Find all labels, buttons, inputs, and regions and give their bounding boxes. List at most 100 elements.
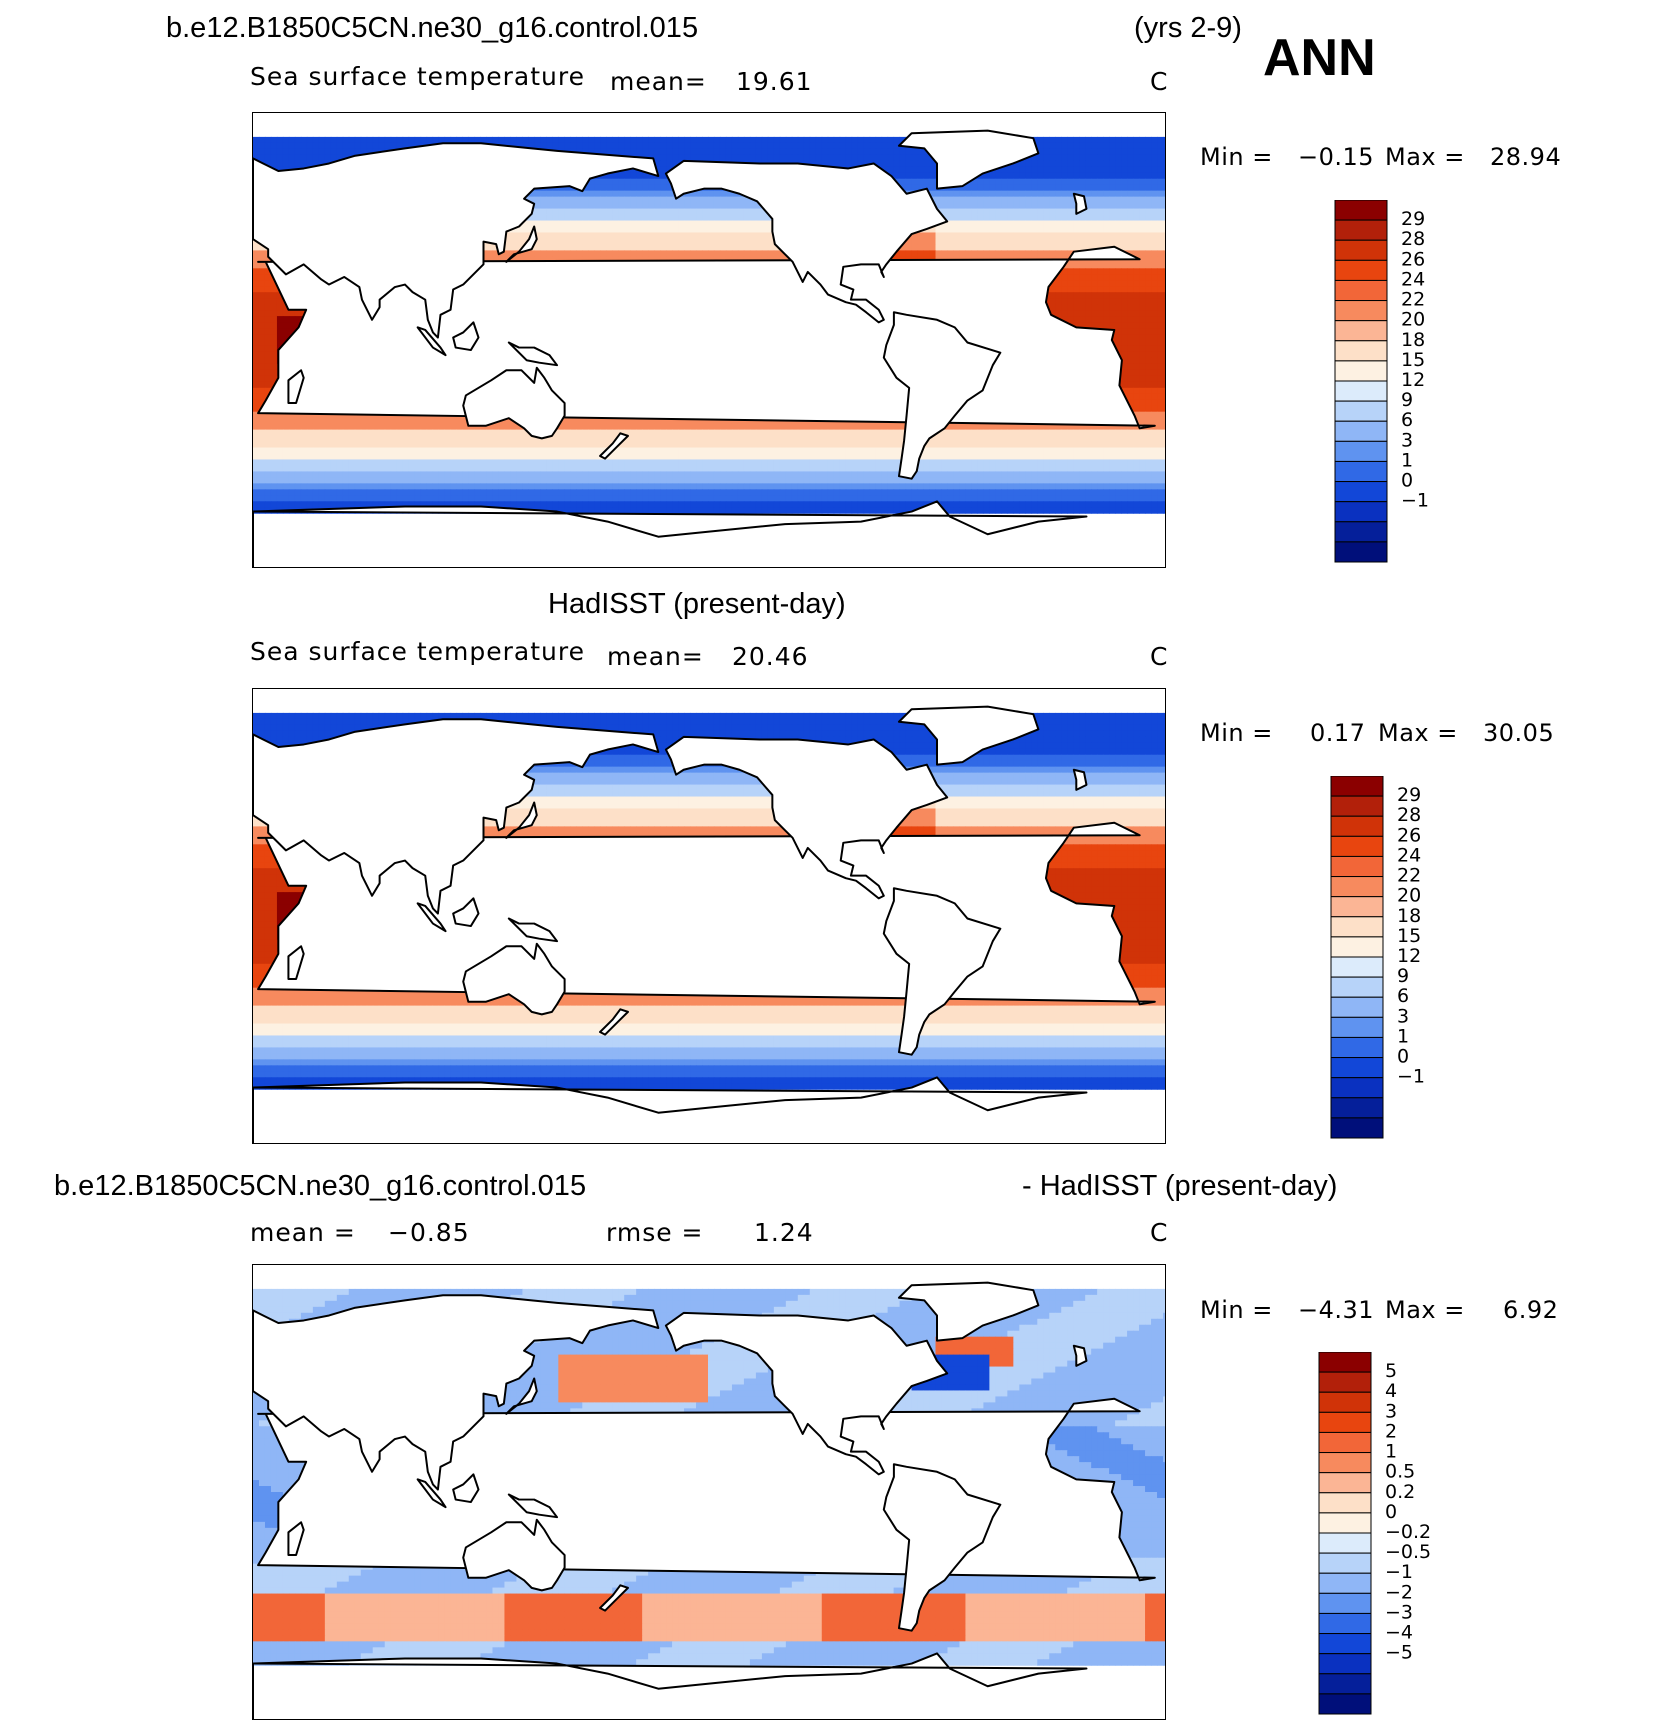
colorbar-swatch [1334, 259, 1388, 281]
landmass-antarctica [253, 1076, 1088, 1143]
colorbar-swatch [1318, 1633, 1372, 1655]
colorbar-tick-label: 29 [1401, 208, 1425, 230]
colorbar-swatch [1318, 1693, 1372, 1715]
field-label: Sea surface temperature [250, 62, 585, 91]
units-label: C [1150, 1218, 1168, 1247]
colorbar-swatch [1334, 219, 1388, 241]
rmse-value: 1.24 [754, 1218, 814, 1247]
colorbar-swatch [1334, 279, 1388, 302]
colorbar-swatch [1334, 200, 1388, 221]
landmass-australia [462, 366, 566, 440]
colorbar-tick-label: −3 [1385, 1601, 1413, 1623]
colorbar-tick-label: 22 [1401, 289, 1425, 311]
max-value: 30.05 [1483, 719, 1554, 747]
landmass-borneo [452, 1473, 480, 1504]
landmass-europe_asia [253, 718, 660, 915]
colorbar-tick-label: 6 [1401, 409, 1413, 431]
diff-case-title: b.e12.B1850C5CN.ne30_g16.control.015 [54, 1170, 586, 1203]
rmse-label: rmse = [606, 1218, 704, 1247]
colorbar-swatch [1318, 1352, 1372, 1373]
colorbar-swatch [1318, 1552, 1372, 1574]
mean-label: mean= [607, 642, 704, 671]
colorbar-swatch [1334, 340, 1388, 362]
colorbar-tick-label: −4 [1385, 1622, 1413, 1644]
colorbar-swatch [1330, 996, 1384, 1018]
landmass-greenland [897, 705, 1040, 766]
colorbar-swatch [1330, 1117, 1384, 1139]
units-label: C [1150, 67, 1168, 96]
min-label: Min = [1200, 143, 1273, 171]
colorbar-swatch [1334, 460, 1388, 483]
landmass-borneo [452, 321, 480, 352]
landmass-newguinea [507, 1493, 559, 1519]
landmass-japan [505, 225, 538, 263]
diff-obs-title: - HadISST (present-day) [1022, 1170, 1337, 1203]
sst-map-model-plot [253, 129, 1165, 567]
landmass-newguinea [507, 917, 559, 943]
colorbar-tick-label: −1 [1397, 1066, 1425, 1088]
colorbar-tick-label: 0.2 [1385, 1481, 1415, 1503]
landmass-southamerica [882, 311, 1002, 480]
landmass-greenland [897, 129, 1040, 190]
mean-value: 19.61 [736, 67, 813, 96]
colorbar-swatch [1318, 1391, 1372, 1413]
colorbar-swatch [1318, 1431, 1372, 1454]
colorbar-swatch [1330, 835, 1384, 857]
landmass-madagascar [287, 1521, 305, 1557]
colorbar-swatch [1330, 896, 1384, 918]
landmass-sumatra [416, 326, 447, 357]
min-value: 0.17 [1310, 719, 1365, 747]
units-label: C [1150, 642, 1168, 671]
colorbar-tick-label: 26 [1401, 248, 1425, 270]
landmass-europe_asia [253, 1294, 660, 1491]
landmass-uk [1072, 1344, 1088, 1367]
colorbar-swatch [1318, 1572, 1372, 1594]
colorbar-tick-label: 0 [1397, 1046, 1409, 1068]
sst-difference-map [252, 1264, 1166, 1720]
landmass-europe_asia [253, 142, 660, 339]
colorbar-tick-label: 24 [1397, 844, 1421, 866]
colorbar-swatch [1318, 1592, 1372, 1614]
colorbar-swatch [1330, 936, 1384, 958]
colorbar-swatch [1330, 916, 1384, 938]
colorbar-swatch [1330, 855, 1384, 878]
landmass-antarctica [253, 500, 1088, 567]
colorbar-swatch [1334, 239, 1388, 261]
landmass-sumatra [416, 902, 447, 933]
colorbar-model: 29 28 26 24 22 20 18 15 12 9 6 3 1 0 −1 [1334, 200, 1474, 564]
colorbar-tick-label: 6 [1397, 985, 1409, 1007]
colorbar-swatch [1318, 1512, 1372, 1534]
min-label: Min = [1200, 1296, 1273, 1324]
colorbar-tick-label: −0.2 [1385, 1521, 1431, 1543]
sst-map-obs [252, 688, 1166, 1144]
colorbar-swatch [1318, 1371, 1372, 1393]
landmass-northamerica [664, 1311, 949, 1476]
colorbar-tick-label: −5 [1385, 1642, 1413, 1664]
landmass-madagascar [287, 369, 305, 405]
colorbar-tick-label: 2 [1385, 1420, 1397, 1442]
sst-difference-map-plot [253, 1281, 1165, 1719]
colorbar-swatch [1318, 1653, 1372, 1675]
max-label: Max = [1385, 143, 1465, 171]
colorbar-difference: 5 4 3 2 1 0.5 0.2 0 −0.2 −0.5 −1 −2 −3 −4 −5 [1318, 1352, 1478, 1716]
landmass-borneo [452, 897, 480, 928]
colorbar-swatch [1334, 380, 1388, 402]
colorbar-swatch [1330, 1077, 1384, 1099]
landmass-greenland [897, 1281, 1040, 1342]
landmass-northamerica [664, 159, 949, 324]
landmass-newzealand [599, 1584, 629, 1612]
colorbar-tick-label: −2 [1385, 1581, 1413, 1603]
min-value: −4.31 [1298, 1296, 1374, 1324]
colorbar-swatch [1330, 1016, 1384, 1038]
colorbar-tick-label: 3 [1401, 429, 1413, 451]
colorbar-tick-label: 28 [1401, 228, 1425, 250]
colorbar-swatch [1334, 420, 1388, 442]
colorbar-swatch [1318, 1411, 1372, 1433]
colorbar-tick-label: 18 [1401, 329, 1425, 351]
mean-value: 20.46 [732, 642, 809, 671]
max-label: Max = [1385, 1296, 1465, 1324]
colorbar-swatch [1330, 815, 1384, 837]
colorbar-obs: 29 28 26 24 22 20 18 15 12 9 6 3 1 0 −1 [1330, 776, 1470, 1140]
colorbar-swatch [1330, 956, 1384, 978]
landmass-newguinea [507, 341, 559, 367]
